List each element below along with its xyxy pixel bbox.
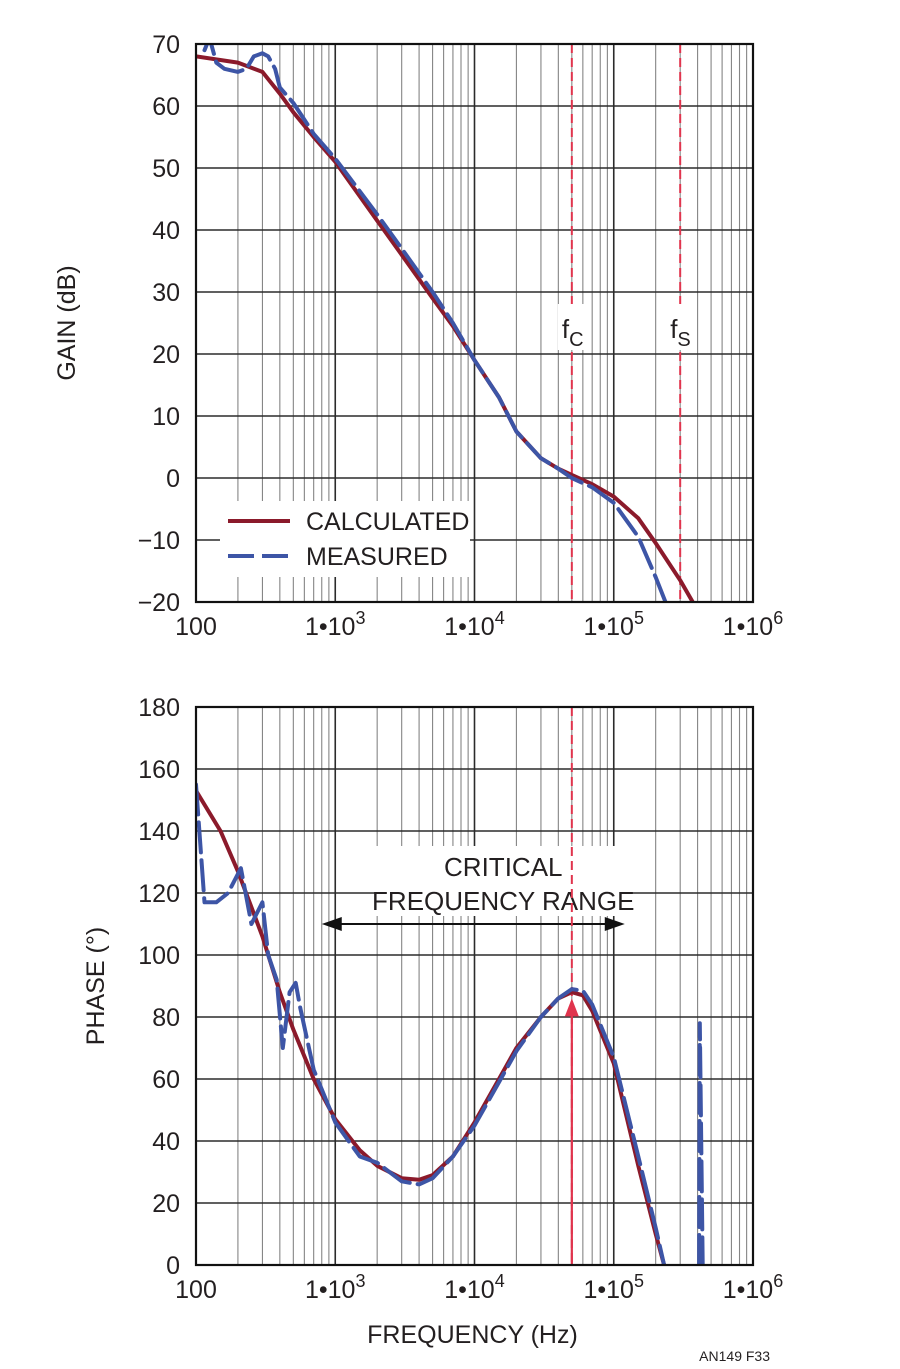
y-tick-label: 0 (166, 465, 180, 493)
peak-arrow-head (564, 998, 579, 1017)
x-tick-exponent: 4 (495, 608, 505, 628)
x-tick-label: 1•104 (444, 1271, 504, 1304)
marker-label-subscript: C (569, 329, 583, 351)
y-tick-label: 60 (152, 93, 180, 121)
x-tick-exponent: 6 (773, 608, 783, 628)
x-tick-exponent: 4 (495, 1271, 505, 1291)
y-tick-label: 80 (152, 1004, 180, 1032)
x-tick-label: 1•103 (305, 1271, 365, 1304)
plot-area (196, 44, 696, 602)
range-arrow-head-left (321, 917, 342, 931)
y-tick-label: 0 (166, 1252, 180, 1280)
y-tick-label: 40 (152, 1128, 180, 1156)
plot-frame (194, 705, 755, 1267)
x-axis-title: FREQUENCY (Hz) (367, 1321, 578, 1349)
x-tick-label: 100 (175, 1276, 217, 1304)
y-tick-label: 120 (138, 880, 180, 908)
y-axis-title: GAIN (dB) (53, 265, 81, 380)
series-calculated-line (196, 788, 667, 1265)
y-tick-label: 20 (152, 1190, 180, 1218)
plot-area (196, 782, 705, 1265)
x-tick-exponent: 3 (355, 608, 365, 628)
y-tick-label: 60 (152, 1066, 180, 1094)
series-measured-line (697, 1021, 705, 1265)
marker-label-background (666, 304, 697, 350)
y-tick-label: 10 (152, 403, 180, 431)
x-tick-exponent: 5 (634, 608, 644, 628)
y-tick-label: 50 (152, 155, 180, 183)
y-tick-label: 20 (152, 341, 180, 369)
annotation-label-line2: FREQUENCY RANGE (372, 886, 634, 916)
x-tick-label: 1•105 (584, 608, 644, 641)
legend-label-calculated: CALCULATED (306, 508, 469, 536)
x-tick-label: 1•104 (444, 608, 504, 641)
legend-label-measured: MEASURED (306, 543, 448, 571)
annotation-label-background (375, 846, 632, 916)
marker-label-subscript: S (677, 329, 690, 351)
y-axis-title: PHASE (°) (82, 927, 110, 1045)
y-tick-label: 160 (138, 756, 180, 784)
range-arrow-head-right (604, 917, 625, 931)
figure-code: AN149 F33 (699, 1348, 770, 1364)
y-tick-label: 70 (152, 31, 180, 59)
x-tick-exponent: 5 (634, 1271, 644, 1291)
annotation-label-line1: CRITICAL (444, 852, 562, 882)
series-measured-line (202, 44, 668, 602)
x-tick-label: 100 (175, 613, 217, 641)
x-tick-exponent: 6 (773, 1271, 783, 1291)
x-tick-label: 1•103 (305, 608, 365, 641)
y-tick-label: −10 (138, 527, 180, 555)
y-tick-label: 40 (152, 217, 180, 245)
y-tick-label: 180 (138, 694, 180, 722)
plot-frame (194, 42, 755, 604)
x-tick-exponent: 3 (355, 1271, 365, 1291)
x-tick-label: 1•105 (584, 1271, 644, 1304)
x-tick-label: 1•106 (723, 1271, 783, 1304)
marker-label-background (557, 304, 588, 350)
series-measured-line (196, 782, 667, 1265)
x-tick-label: 1•106 (723, 608, 783, 641)
legend-background (220, 501, 470, 577)
y-tick-label: −20 (138, 589, 180, 617)
y-tick-label: 100 (138, 942, 180, 970)
y-tick-label: 140 (138, 818, 180, 846)
y-tick-label: 30 (152, 279, 180, 307)
